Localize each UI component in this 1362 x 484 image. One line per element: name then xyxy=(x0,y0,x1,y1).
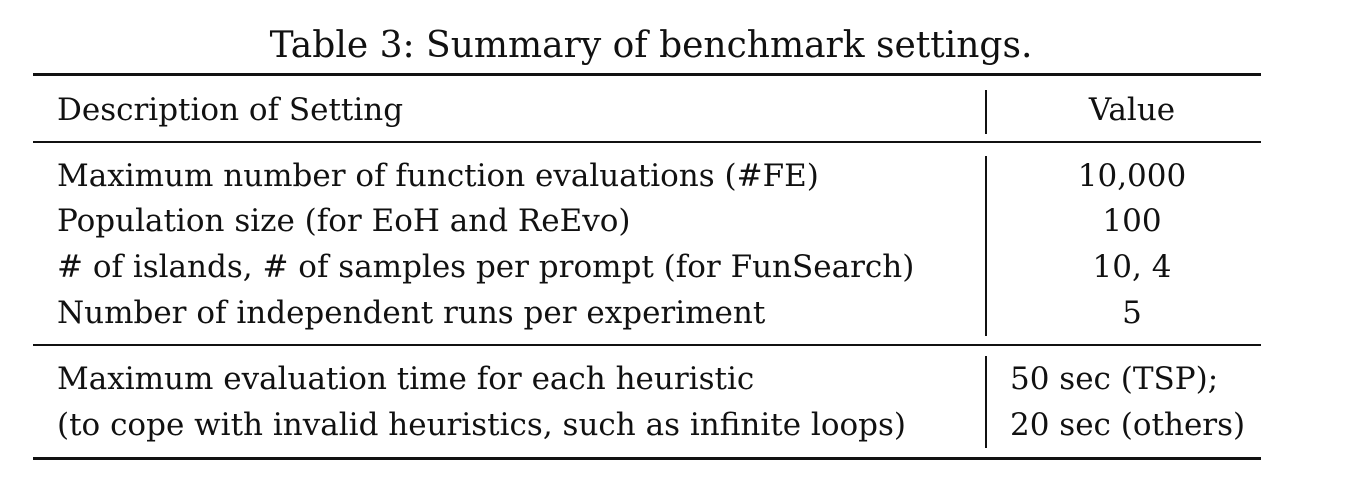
header-description: Description of Setting xyxy=(57,92,404,128)
column-divider xyxy=(985,90,987,134)
row-description: Number of independent runs per experimen… xyxy=(57,295,766,331)
row-description-line: Maximum evaluation time for each heurist… xyxy=(57,361,755,397)
header-rule xyxy=(33,141,1261,143)
bottom-rule xyxy=(33,457,1261,460)
row-value-line: 20 sec (others) xyxy=(1010,407,1246,443)
row-description: Maximum number of function evaluations (… xyxy=(57,158,819,194)
row-value: 5 xyxy=(1122,295,1142,331)
header-value: Value xyxy=(1088,92,1176,128)
column-divider xyxy=(985,356,987,448)
column-divider xyxy=(985,156,987,336)
row-value: 10, 4 xyxy=(1092,249,1172,285)
group-rule xyxy=(33,344,1261,346)
row-value: 100 xyxy=(1102,203,1162,239)
row-value: 10,000 xyxy=(1077,158,1187,194)
row-description-line: (to cope with invalid heuristics, such a… xyxy=(57,407,907,443)
row-description: # of islands, # of samples per prompt (f… xyxy=(57,249,915,285)
row-value-line: 50 sec (TSP); xyxy=(1010,361,1219,397)
top-rule xyxy=(33,73,1261,76)
row-description: Population size (for EoH and ReEvo) xyxy=(57,203,631,239)
table-caption: Table 3: Summary of benchmark settings. xyxy=(269,25,1033,66)
